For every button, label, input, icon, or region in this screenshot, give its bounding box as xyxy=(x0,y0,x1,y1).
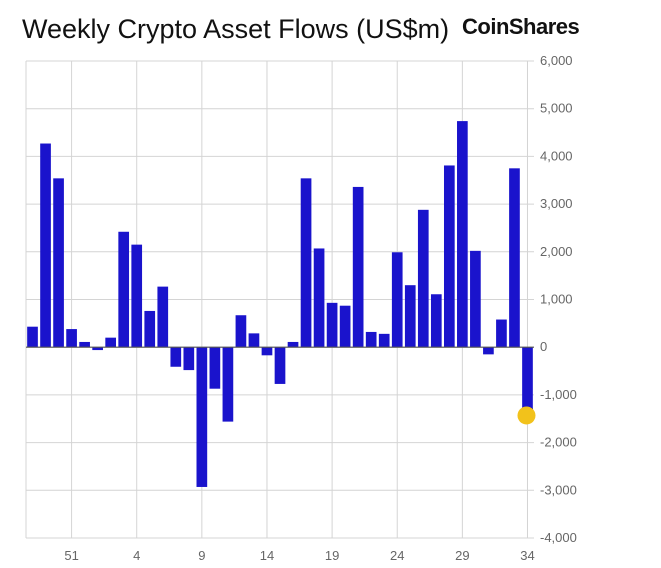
x-tick-label: 9 xyxy=(198,548,205,563)
bar xyxy=(209,347,221,389)
bars xyxy=(27,121,533,487)
bar xyxy=(222,347,234,422)
y-tick-label: 2,000 xyxy=(540,244,573,259)
y-tick-label: 3,000 xyxy=(540,196,573,211)
bar xyxy=(248,333,260,348)
bar xyxy=(404,285,416,348)
bar xyxy=(183,347,195,371)
bar xyxy=(144,310,156,348)
bar xyxy=(53,178,64,348)
bar xyxy=(430,294,442,348)
markers xyxy=(517,406,536,425)
highlight-marker xyxy=(517,406,536,425)
bar xyxy=(391,252,403,348)
bar xyxy=(496,319,507,348)
bar xyxy=(313,248,325,348)
bar xyxy=(131,244,143,348)
bar xyxy=(339,305,351,348)
bar xyxy=(105,337,117,348)
x-tick-label: 29 xyxy=(455,548,469,563)
bar xyxy=(443,165,455,348)
x-tick-label: 24 xyxy=(390,548,404,563)
bar xyxy=(378,333,390,348)
bar xyxy=(287,341,299,348)
y-tick-label: -4,000 xyxy=(540,530,577,545)
coinshares-logo: CoinShares xyxy=(462,14,580,39)
bar xyxy=(157,286,169,348)
chart-title: Weekly Crypto Asset Flows (US$m) xyxy=(22,14,450,44)
bar xyxy=(118,231,130,348)
bar xyxy=(326,302,338,348)
axes: 6,000 5,000 4,000 3,000 2,000 1,000 0 -1,000 -2,… xyxy=(26,53,577,563)
bar xyxy=(352,186,364,348)
bar xyxy=(235,315,247,348)
y-tick-label: 5,000 xyxy=(540,101,573,116)
y-tick-label: 4,000 xyxy=(540,148,573,163)
bar xyxy=(66,329,77,348)
y-tick-label: 1,000 xyxy=(540,292,573,307)
bar xyxy=(170,347,182,367)
y-tick-label: -2,000 xyxy=(540,435,577,450)
bar xyxy=(457,121,468,348)
bar xyxy=(483,347,494,355)
x-tick-label: 19 xyxy=(325,548,339,563)
bar xyxy=(470,250,481,348)
bar xyxy=(92,347,103,351)
y-tick-label: -3,000 xyxy=(540,482,577,497)
x-tick-label: 34 xyxy=(520,548,534,563)
bar xyxy=(365,331,377,348)
bar xyxy=(509,168,520,348)
y-tick-label: 0 xyxy=(540,339,547,354)
bar xyxy=(79,341,90,348)
bar xyxy=(522,347,533,415)
bar xyxy=(196,347,208,487)
bar xyxy=(274,347,286,384)
bar xyxy=(300,178,312,348)
x-tick-label: 14 xyxy=(260,548,274,563)
bar xyxy=(27,326,38,348)
y-tick-label: -1,000 xyxy=(540,387,577,402)
bar xyxy=(417,209,429,348)
x-tick-label: 51 xyxy=(64,548,78,563)
bar xyxy=(40,143,51,348)
y-tick-label: 6,000 xyxy=(540,53,573,68)
x-tick-label: 4 xyxy=(133,548,140,563)
bar xyxy=(261,347,273,356)
